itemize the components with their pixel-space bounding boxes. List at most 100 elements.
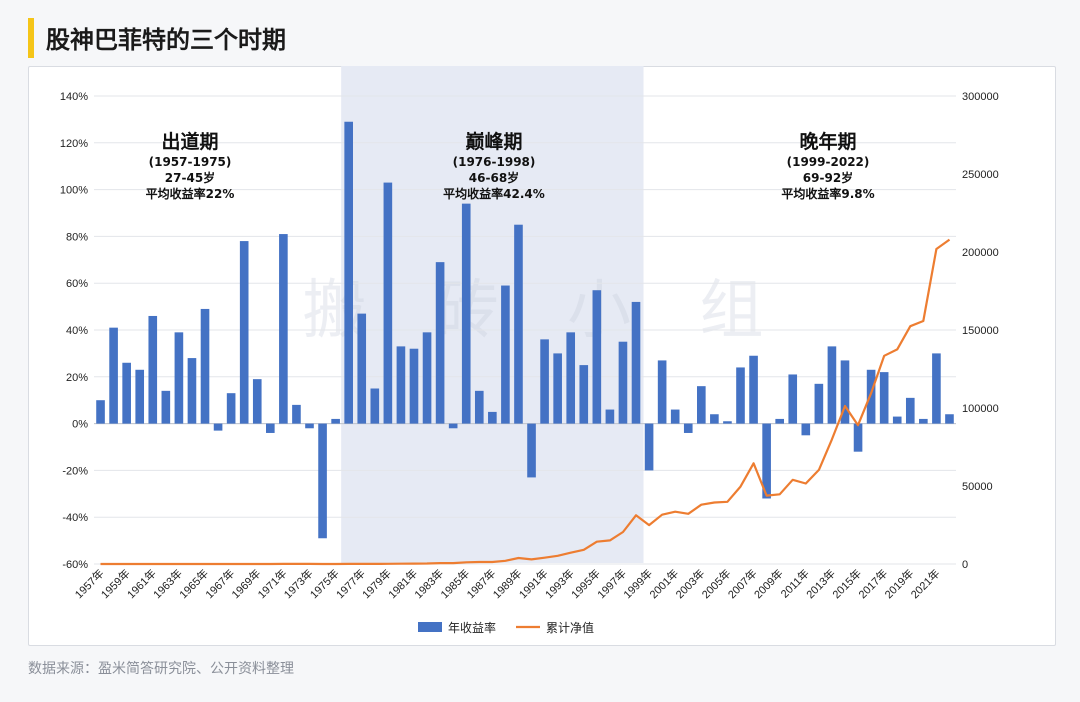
bar-annual-return (122, 362, 131, 424)
y-right-tick-label: 50000 (962, 481, 993, 493)
bar-annual-return (670, 409, 680, 424)
y-left-tick-label: 20% (66, 372, 88, 384)
bar-annual-return (736, 367, 745, 424)
bar-annual-return (331, 418, 340, 424)
y-right-tick-label: 100000 (962, 403, 999, 415)
bar-annual-return (200, 308, 210, 424)
bar-annual-return (905, 397, 915, 424)
bar-annual-return (409, 348, 419, 424)
bar-annual-return (357, 313, 367, 424)
bar-annual-return (292, 404, 301, 424)
x-tick-label: 2009年 (751, 566, 786, 601)
bar-annual-return (932, 353, 941, 424)
bar-annual-return (788, 374, 798, 424)
phase-title: 巅峰期 (465, 130, 522, 153)
bar-annual-return (853, 423, 863, 452)
y-right-tick-label: 300000 (962, 91, 999, 103)
legend-bar-swatch (418, 622, 442, 632)
bar-annual-return (579, 365, 589, 424)
bar-annual-return (945, 414, 954, 424)
bar-annual-return (226, 393, 236, 424)
bar-annual-return (644, 423, 654, 471)
legend-bar-label: 年收益率 (448, 620, 496, 635)
y-left-tick-label: 120% (60, 138, 88, 150)
bar-annual-return (305, 423, 314, 429)
bar-annual-return (657, 360, 667, 424)
bar-annual-return (514, 224, 523, 424)
bar-annual-return (344, 121, 353, 424)
bar-annual-return (501, 285, 510, 424)
x-tick-label: 2021年 (908, 566, 943, 601)
bar-annual-return (266, 423, 275, 433)
y-left-tick-label: 100% (60, 185, 88, 197)
bar-annual-return (213, 423, 223, 431)
bar-annual-return (279, 234, 288, 424)
y-right-tick-label: 0 (962, 559, 968, 571)
phase-years: (1976-1998) (453, 155, 536, 169)
bar-annual-return (527, 423, 536, 478)
source-note: 数据来源：盈米简答研究院、公开资料整理 (28, 661, 294, 677)
bar-annual-return (710, 414, 719, 424)
bar-annual-return (135, 369, 145, 424)
bar-annual-return (919, 418, 928, 424)
bar-annual-return (749, 355, 758, 424)
bar-annual-return (318, 423, 327, 539)
bar-annual-return (801, 423, 811, 436)
phase-age: 69-92岁 (803, 170, 853, 185)
phase-return: 平均收益率22% (146, 186, 235, 201)
phase-age: 27-45岁 (165, 170, 215, 185)
bar-annual-return (723, 421, 732, 424)
bar-annual-return (383, 182, 393, 424)
bar-annual-return (683, 423, 693, 433)
bar-annual-return (396, 346, 406, 424)
bar-annual-return (631, 301, 641, 424)
bar-annual-return (370, 388, 380, 424)
bar-annual-return (148, 315, 158, 424)
bar-annual-return (448, 423, 458, 429)
y-left-tick-label: 40% (66, 325, 88, 337)
bar-annual-return (435, 262, 445, 424)
y-left-tick-label: -20% (62, 465, 88, 477)
bar-annual-return (187, 358, 197, 424)
y-left-tick-label: -60% (62, 559, 88, 571)
watermark-text: 搬 砖 小 组 (302, 274, 787, 348)
bar-annual-return (540, 339, 549, 424)
bar-annual-return (461, 203, 471, 424)
bar-annual-return (892, 416, 902, 424)
y-right-tick-label: 250000 (962, 169, 999, 181)
title-accent-bar (28, 18, 34, 58)
y-left-tick-label: 80% (66, 231, 88, 243)
bar-annual-return (252, 379, 262, 424)
bar-annual-return (827, 346, 837, 424)
phase-age: 46-68岁 (469, 170, 519, 185)
bar-annual-return (879, 372, 889, 424)
bar-annual-return (762, 423, 771, 499)
phase-title: 出道期 (161, 130, 218, 153)
bar-annual-return (109, 327, 118, 424)
bar-annual-return (239, 241, 249, 424)
bar-annual-return (161, 390, 171, 424)
bar-annual-return (474, 390, 484, 424)
bar-annual-return (96, 400, 105, 424)
phase-years: (1957-1975) (149, 155, 232, 169)
phase-return: 平均收益率42.4% (443, 186, 545, 201)
bar-annual-return (174, 332, 184, 424)
line-cumulative-nav (100, 238, 951, 566)
y-left-tick-label: -40% (62, 512, 88, 524)
bar-annual-return (866, 369, 876, 424)
phase-return: 平均收益率9.8% (781, 186, 874, 201)
bar-annual-return (697, 386, 706, 424)
legend-line-label: 累计净值 (546, 620, 594, 635)
page-title: 股神巴菲特的三个时期 (46, 26, 286, 54)
bar-annual-return (422, 332, 432, 424)
bar-annual-return (605, 409, 615, 424)
y-left-tick-label: 0% (72, 419, 88, 431)
bar-annual-return (553, 353, 562, 424)
bar-annual-return (840, 360, 850, 424)
y-right-tick-label: 150000 (962, 325, 999, 337)
phase-title: 晚年期 (799, 130, 856, 153)
bar-annual-return (566, 332, 576, 424)
bar-annual-return (618, 341, 628, 424)
bar-annual-return (775, 418, 784, 424)
